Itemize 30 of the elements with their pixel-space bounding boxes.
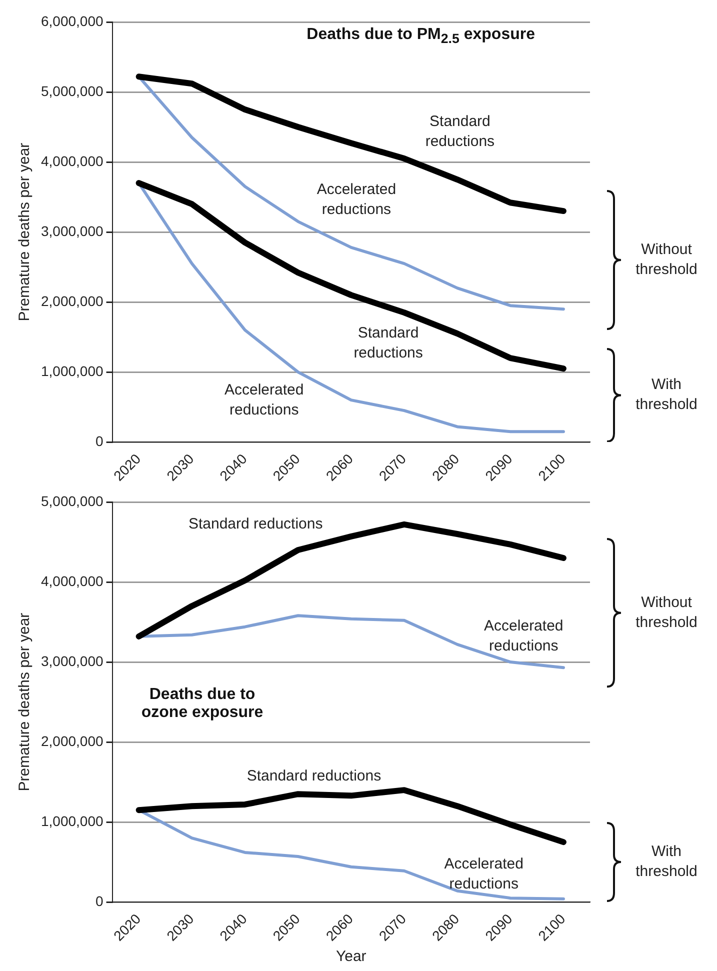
series-label: Accelerated reductions <box>224 381 304 418</box>
y-tick-label: 0 <box>95 892 104 909</box>
text: With threshold <box>634 842 698 882</box>
y-axis-title: Premature deaths per year <box>16 612 34 792</box>
y-tick-label: 1,000,000 <box>40 362 104 379</box>
series-label: Standard reductions <box>354 324 423 362</box>
series-label: Standard reductions <box>188 515 323 532</box>
text: Deaths due to ozone exposure <box>140 686 264 722</box>
y-tick-label: 4,000,000 <box>40 572 104 589</box>
y-tick-label: 2,000,000 <box>40 732 104 749</box>
y-tick-label: 0 <box>95 432 104 449</box>
series-label: Accelerated reductions <box>484 618 564 655</box>
y-axis-title: Premature deaths per year <box>16 142 34 322</box>
series-label: Standard reductions <box>246 768 382 785</box>
y-tick-label: 5,000,000 <box>40 492 104 509</box>
y-tick-label: 1,000,000 <box>40 812 104 829</box>
y-tick-label: 3,000,000 <box>40 222 104 239</box>
x-axis-title: Year <box>336 948 366 966</box>
y-tick-label: 3,000,000 <box>40 652 104 669</box>
y-tick-label: 6,000,000 <box>40 12 104 29</box>
text: With threshold <box>634 374 698 415</box>
y-tick-label: 5,000,000 <box>40 82 104 99</box>
y-tick-label: 2,000,000 <box>40 292 104 309</box>
y-tick-label: 4,000,000 <box>40 152 104 169</box>
series-label: Standard reductions <box>425 112 495 150</box>
text: Without threshold <box>634 240 698 280</box>
series-label: Accelerated reductions <box>316 181 396 218</box>
series-label: Accelerated reductions <box>444 856 524 893</box>
text: Without threshold <box>634 592 698 633</box>
chart-title: Deaths due to PM$_{2.5}$ exposure <box>306 26 535 46</box>
